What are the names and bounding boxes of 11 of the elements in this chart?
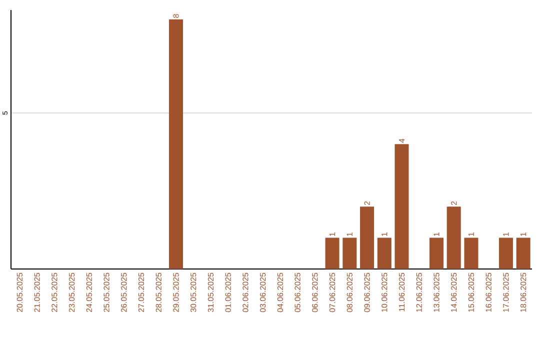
bar (429, 238, 444, 269)
bar (168, 19, 183, 269)
bar (516, 238, 530, 269)
bar (377, 238, 392, 269)
bar (498, 238, 513, 269)
bar (446, 206, 461, 269)
bar (464, 238, 478, 269)
bar (394, 144, 409, 269)
bar (360, 206, 374, 269)
bar (342, 238, 357, 269)
bar (325, 238, 340, 269)
